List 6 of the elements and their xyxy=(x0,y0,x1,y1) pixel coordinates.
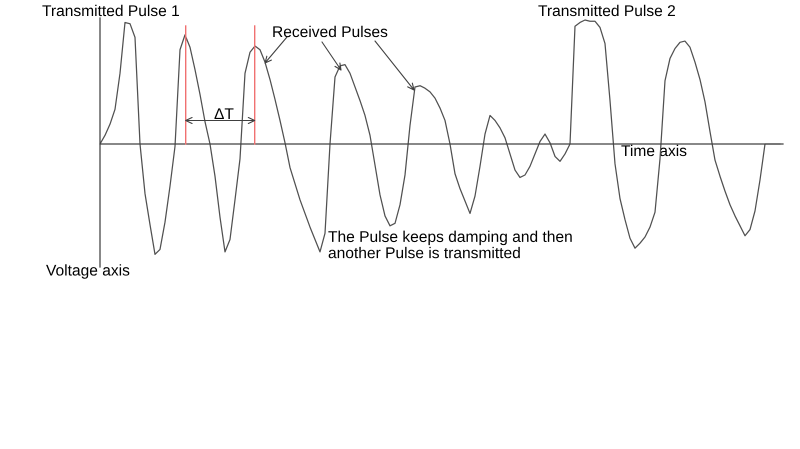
annotation: ΔT xyxy=(214,108,234,120)
annotation: Received Pulses xyxy=(273,26,388,38)
annotation: The Pulse keeps damping and then another Pulse is transmitted xyxy=(328,230,572,258)
y-axis-title: Voltage axis xyxy=(46,264,130,279)
text: Transmitted Pulse 2 xyxy=(538,4,675,16)
text: Transmitted Pulse 1 xyxy=(42,4,179,16)
